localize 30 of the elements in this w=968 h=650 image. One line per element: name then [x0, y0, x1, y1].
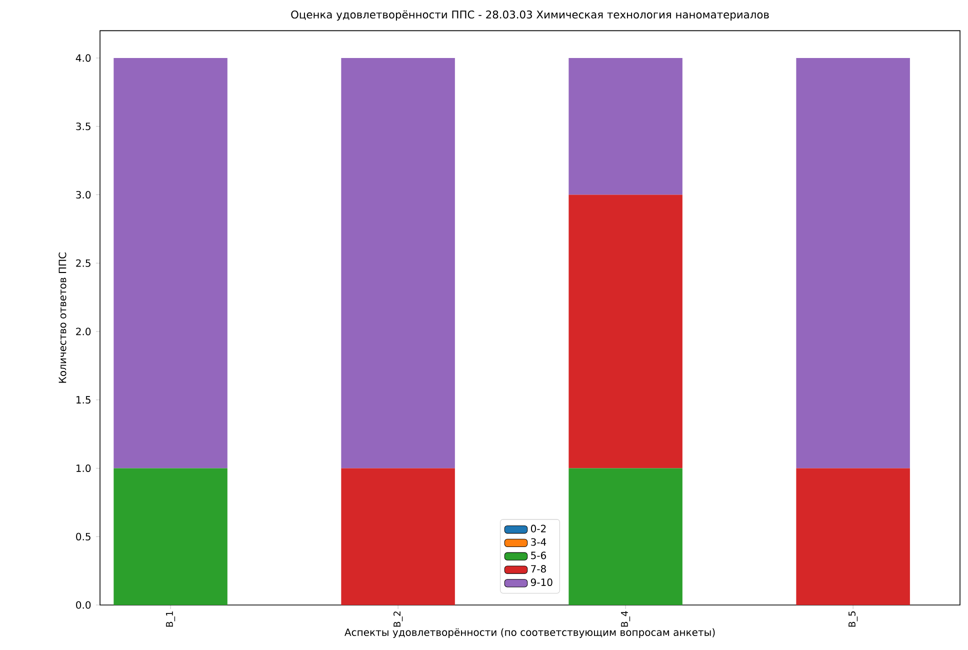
bar	[796, 468, 910, 605]
bar	[114, 58, 228, 468]
y-tick-label: 2.5	[76, 259, 90, 267]
x-tick-label: В_1	[166, 611, 176, 627]
legend-label: 7-8	[531, 565, 546, 573]
x-tick-label: В_2	[393, 612, 403, 627]
y-tick-label: 3.0	[76, 190, 91, 199]
y-tick-label: 0.5	[76, 532, 90, 540]
legend-label: 9-10	[530, 578, 552, 586]
bar	[341, 468, 455, 605]
y-tick-label: 1.5	[76, 396, 90, 404]
bar	[796, 58, 910, 468]
x-axis-title: Аспекты удовлетворённости (по соответствующим вопросам анкеты)	[344, 628, 715, 638]
legend-label: 0-2	[530, 524, 546, 532]
legend-label: 5-6	[531, 552, 546, 560]
bar	[341, 58, 455, 468]
y-tick-label: 1.0	[76, 464, 91, 472]
bar	[114, 468, 228, 605]
x-tick-label: В_5	[848, 611, 858, 627]
y-axis-title: Количество ответов ППС	[58, 252, 66, 383]
bar	[568, 468, 682, 605]
bar	[568, 58, 682, 195]
y-tick-label: 2.0	[76, 328, 91, 336]
chart-title: Оценка удовлетворённости ППС - 28.03.03 Химическая технология наноматериалов	[291, 10, 769, 21]
y-tick-label: 0.0	[76, 601, 91, 609]
bar	[568, 194, 682, 468]
y-tick-label: 4.0	[76, 54, 91, 62]
x-tick-label: В_4	[621, 611, 630, 627]
legend-label: 3-4	[531, 538, 546, 546]
y-tick-label: 3.5	[76, 122, 90, 130]
